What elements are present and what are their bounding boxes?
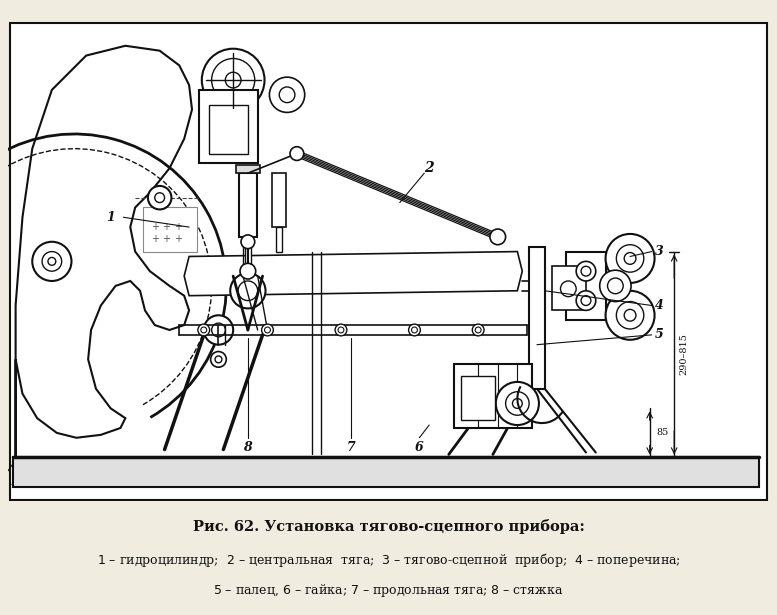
Circle shape <box>624 309 636 321</box>
Bar <box>143 207 197 252</box>
Circle shape <box>409 324 420 336</box>
Circle shape <box>33 242 71 281</box>
Bar <box>273 173 286 227</box>
Text: $\mathbf{\mathit{5}}$ – палец, $\mathbf{\mathit{6}}$ – гайка; $\mathbf{\mathit{7: $\mathbf{\mathit{5}}$ – палец, $\mathbf{… <box>214 582 563 599</box>
Circle shape <box>238 281 258 301</box>
Bar <box>236 165 260 173</box>
Circle shape <box>230 273 266 308</box>
Text: 290–815: 290–815 <box>679 333 688 375</box>
Circle shape <box>624 253 636 264</box>
Text: 3: 3 <box>655 245 664 258</box>
Text: +: + <box>174 222 183 232</box>
Bar <box>277 227 282 252</box>
Polygon shape <box>16 46 192 458</box>
Text: 4: 4 <box>655 299 664 312</box>
Circle shape <box>577 291 596 311</box>
Circle shape <box>48 258 56 265</box>
Circle shape <box>605 234 654 283</box>
Circle shape <box>279 87 295 103</box>
Circle shape <box>600 270 631 301</box>
Bar <box>566 252 605 320</box>
Circle shape <box>616 245 644 272</box>
Circle shape <box>581 296 591 306</box>
Bar <box>209 105 248 154</box>
Circle shape <box>262 324 274 336</box>
Bar <box>245 237 251 276</box>
Text: $\mathbf{\mathit{1}}$ – гидроцилиндр;  $\mathbf{\mathit{2}}$ – центральная  тяга: $\mathbf{\mathit{1}}$ – гидроцилиндр; $\… <box>96 550 681 569</box>
Circle shape <box>560 281 577 296</box>
Bar <box>454 364 532 428</box>
Text: +: + <box>174 234 183 244</box>
Bar <box>12 458 759 487</box>
Circle shape <box>211 323 225 337</box>
Circle shape <box>490 229 506 245</box>
Circle shape <box>496 382 539 425</box>
Circle shape <box>476 327 481 333</box>
Text: +: + <box>162 234 170 244</box>
Text: 85: 85 <box>657 429 669 437</box>
Circle shape <box>211 352 226 367</box>
Bar <box>199 90 258 164</box>
Circle shape <box>290 147 304 161</box>
Circle shape <box>211 58 255 101</box>
Text: +: + <box>151 234 159 244</box>
Circle shape <box>335 324 347 336</box>
Circle shape <box>240 263 256 279</box>
Polygon shape <box>184 252 522 296</box>
Circle shape <box>198 324 210 336</box>
Text: 6: 6 <box>415 441 423 454</box>
Circle shape <box>264 327 270 333</box>
Bar <box>461 376 495 420</box>
Circle shape <box>338 327 344 333</box>
Text: 8: 8 <box>243 441 253 454</box>
Circle shape <box>506 392 529 415</box>
Circle shape <box>605 291 654 339</box>
Circle shape <box>42 252 61 271</box>
Circle shape <box>202 49 264 111</box>
Circle shape <box>148 186 172 210</box>
Circle shape <box>215 356 222 363</box>
Circle shape <box>270 77 305 113</box>
Circle shape <box>204 315 233 344</box>
Circle shape <box>513 399 522 408</box>
Bar <box>239 173 256 237</box>
Text: +: + <box>162 222 170 232</box>
Text: 5: 5 <box>655 328 664 341</box>
Circle shape <box>412 327 417 333</box>
Bar <box>529 247 545 389</box>
Text: 7: 7 <box>347 441 355 454</box>
Text: +: + <box>151 222 159 232</box>
Circle shape <box>577 261 596 281</box>
Text: Рис. 62. Установка тягово-сцепного прибора:: Рис. 62. Установка тягово-сцепного прибо… <box>193 519 584 534</box>
Circle shape <box>155 192 165 202</box>
Circle shape <box>200 327 207 333</box>
Circle shape <box>581 266 591 276</box>
Circle shape <box>608 278 623 294</box>
Circle shape <box>616 301 644 329</box>
Text: 2: 2 <box>424 161 434 175</box>
Circle shape <box>472 324 484 336</box>
Circle shape <box>241 235 255 248</box>
Circle shape <box>225 72 241 88</box>
Text: 1: 1 <box>106 211 115 224</box>
Bar <box>552 266 586 311</box>
